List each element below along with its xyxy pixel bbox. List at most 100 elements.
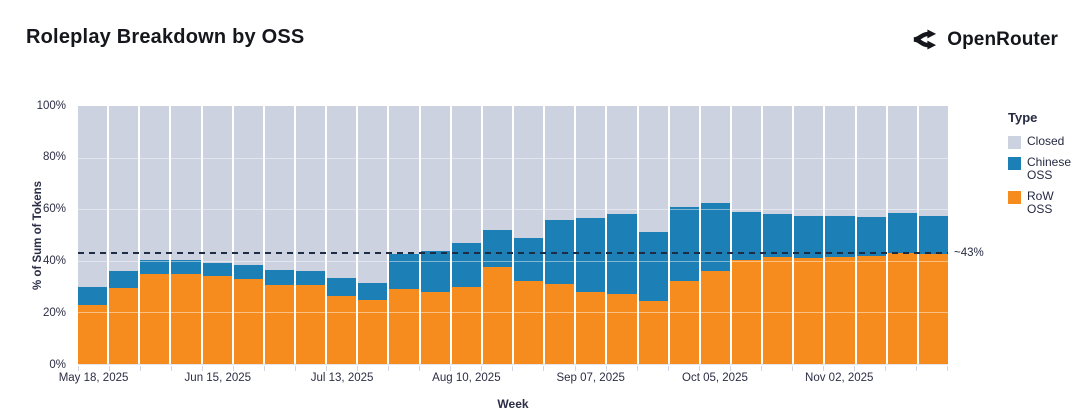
bar-segment-closed[interactable] xyxy=(295,106,326,272)
bar-segment-chinese-oss[interactable] xyxy=(482,229,512,268)
bar-segment-chinese-oss[interactable] xyxy=(918,215,948,255)
bar-segment-row-oss[interactable] xyxy=(171,273,201,364)
bar-segment-closed[interactable] xyxy=(669,106,699,207)
bar-segment-chinese-oss[interactable] xyxy=(794,215,824,259)
bar-segment-row-oss[interactable] xyxy=(233,278,263,364)
bar-sep-21-2025[interactable] xyxy=(638,106,668,364)
bar-aug-10-2025[interactable] xyxy=(451,106,481,364)
bar-segment-closed[interactable] xyxy=(78,106,108,287)
bar-segment-closed[interactable] xyxy=(545,106,575,220)
bar-segment-row-oss[interactable] xyxy=(638,300,668,364)
bar-segment-row-oss[interactable] xyxy=(607,294,637,364)
bar-segment-closed[interactable] xyxy=(638,106,668,233)
bar-segment-chinese-oss[interactable] xyxy=(295,271,326,286)
bar-may-18-2025[interactable] xyxy=(78,106,108,364)
legend-item-closed[interactable]: Closed xyxy=(1008,134,1076,149)
bar-segment-row-oss[interactable] xyxy=(825,256,855,364)
bar-segment-row-oss[interactable] xyxy=(576,291,606,364)
bar-oct-26-2025[interactable] xyxy=(794,106,824,364)
bar-segment-closed[interactable] xyxy=(482,106,512,230)
bar-oct-12-2025[interactable] xyxy=(731,106,762,364)
bar-segment-chinese-oss[interactable] xyxy=(420,250,450,292)
bar-segment-row-oss[interactable] xyxy=(731,259,762,364)
bar-segment-closed[interactable] xyxy=(607,106,637,215)
bar-segment-closed[interactable] xyxy=(202,106,232,264)
openrouter-logo[interactable]: OpenRouter xyxy=(911,26,1058,53)
bar-segment-chinese-oss[interactable] xyxy=(202,263,232,277)
bar-segment-closed[interactable] xyxy=(327,106,357,278)
bar-sep-07-2025[interactable] xyxy=(576,106,606,364)
bar-segment-chinese-oss[interactable] xyxy=(78,286,108,305)
bar-segment-row-oss[interactable] xyxy=(545,284,575,364)
bar-segment-chinese-oss[interactable] xyxy=(264,269,294,286)
bar-segment-row-oss[interactable] xyxy=(513,281,544,364)
bar-segment-row-oss[interactable] xyxy=(918,254,948,364)
bar-segment-chinese-oss[interactable] xyxy=(109,271,139,288)
bar-segment-closed[interactable] xyxy=(825,106,855,216)
bar-segment-row-oss[interactable] xyxy=(78,304,108,364)
bar-aug-03-2025[interactable] xyxy=(420,106,450,364)
bar-segment-chinese-oss[interactable] xyxy=(607,214,637,295)
bar-segment-closed[interactable] xyxy=(918,106,948,216)
bar-segment-row-oss[interactable] xyxy=(202,276,232,364)
bar-segment-chinese-oss[interactable] xyxy=(576,218,606,292)
bar-segment-row-oss[interactable] xyxy=(420,291,450,364)
bar-aug-24-2025[interactable] xyxy=(513,106,544,364)
bar-jun-15-2025[interactable] xyxy=(202,106,232,364)
bar-segment-closed[interactable] xyxy=(700,106,730,203)
bar-segment-row-oss[interactable] xyxy=(700,271,730,364)
bar-segment-row-oss[interactable] xyxy=(794,258,824,364)
bar-segment-closed[interactable] xyxy=(576,106,606,219)
bar-segment-closed[interactable] xyxy=(233,106,263,265)
bar-segment-closed[interactable] xyxy=(109,106,139,272)
bar-segment-row-oss[interactable] xyxy=(140,273,170,364)
bar-segment-row-oss[interactable] xyxy=(264,285,294,364)
bar-segment-row-oss[interactable] xyxy=(327,295,357,364)
legend-item-row-oss[interactable]: RoW OSS xyxy=(1008,189,1076,217)
bar-segment-chinese-oss[interactable] xyxy=(513,237,544,282)
bar-nov-09-2025[interactable] xyxy=(856,106,886,364)
bar-segment-closed[interactable] xyxy=(856,106,886,217)
bar-segment-row-oss[interactable] xyxy=(109,287,139,364)
bar-segment-chinese-oss[interactable] xyxy=(327,277,357,296)
bar-segment-chinese-oss[interactable] xyxy=(763,214,793,257)
bar-segment-chinese-oss[interactable] xyxy=(887,213,917,254)
bar-segment-chinese-oss[interactable] xyxy=(140,259,170,274)
bar-nov-23-2025[interactable] xyxy=(918,106,948,364)
bar-segment-chinese-oss[interactable] xyxy=(545,219,575,285)
bar-jul-06-2025[interactable] xyxy=(295,106,326,364)
bar-segment-row-oss[interactable] xyxy=(389,289,419,364)
bar-segment-closed[interactable] xyxy=(420,106,450,251)
bar-nov-02-2025[interactable] xyxy=(825,106,855,364)
bar-segment-closed[interactable] xyxy=(763,106,793,215)
bar-segment-closed[interactable] xyxy=(171,106,201,260)
bar-segment-row-oss[interactable] xyxy=(887,253,917,364)
bar-segment-row-oss[interactable] xyxy=(482,267,512,364)
bar-sep-28-2025[interactable] xyxy=(669,106,699,364)
bar-segment-chinese-oss[interactable] xyxy=(825,215,855,257)
bar-segment-chinese-oss[interactable] xyxy=(451,242,481,287)
bar-aug-17-2025[interactable] xyxy=(482,106,512,364)
bar-segment-row-oss[interactable] xyxy=(295,285,326,364)
bar-segment-chinese-oss[interactable] xyxy=(389,254,419,290)
bar-jul-13-2025[interactable] xyxy=(327,106,357,364)
bar-segment-row-oss[interactable] xyxy=(763,256,793,364)
bar-segment-chinese-oss[interactable] xyxy=(638,232,668,301)
bar-segment-row-oss[interactable] xyxy=(669,281,699,364)
bar-jun-01-2025[interactable] xyxy=(140,106,170,364)
bar-segment-closed[interactable] xyxy=(358,106,388,283)
bar-segment-closed[interactable] xyxy=(887,106,917,214)
bar-segment-closed[interactable] xyxy=(513,106,544,238)
bar-oct-19-2025[interactable] xyxy=(763,106,793,364)
bar-jun-22-2025[interactable] xyxy=(233,106,263,364)
bar-segment-closed[interactable] xyxy=(264,106,294,270)
bar-segment-closed[interactable] xyxy=(451,106,481,243)
bar-segment-chinese-oss[interactable] xyxy=(669,206,699,282)
bar-oct-05-2025[interactable] xyxy=(700,106,730,364)
bar-sep-14-2025[interactable] xyxy=(607,106,637,364)
bar-segment-closed[interactable] xyxy=(389,106,419,255)
bar-segment-chinese-oss[interactable] xyxy=(731,211,762,260)
bar-nov-16-2025[interactable] xyxy=(887,106,917,364)
bar-jun-29-2025[interactable] xyxy=(264,106,294,364)
bar-jul-20-2025[interactable] xyxy=(358,106,388,364)
